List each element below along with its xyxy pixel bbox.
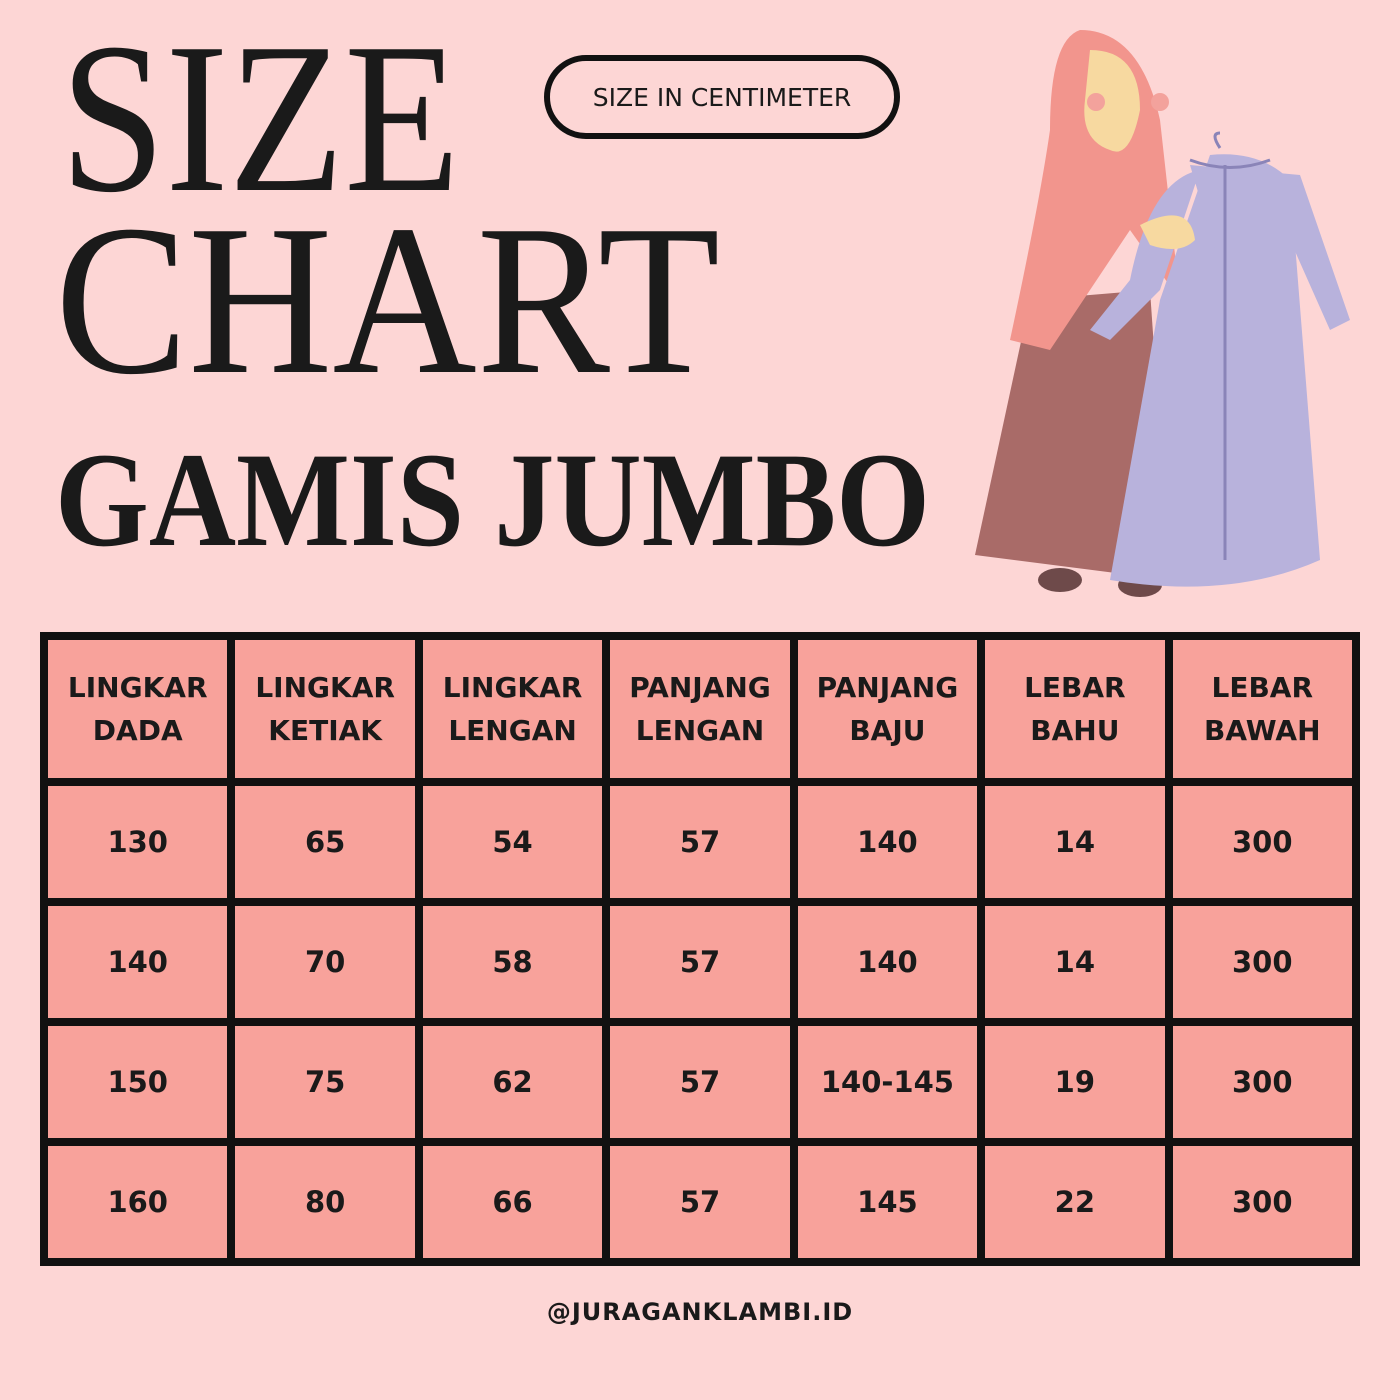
- size-table: LINGKAR DADA LINGKAR KETIAK LINGKAR LENGAN…: [40, 632, 1360, 1266]
- table-cell: 140-145: [797, 1026, 978, 1138]
- header-cell: LEBAR BAHU: [985, 640, 1165, 778]
- table-cell: 66: [422, 1146, 603, 1258]
- table-cell: 145: [797, 1146, 978, 1258]
- header-cell: PANJANG BAJU: [797, 640, 978, 778]
- header-cell: LINGKAR DADA: [48, 640, 228, 778]
- title: SIZE: [60, 0, 460, 237]
- table-cell: 58: [422, 906, 603, 1018]
- badge: SIZE IN CENTIMETER: [593, 83, 852, 112]
- header-cell: LEBAR BAWAH: [1172, 640, 1352, 778]
- title: CHART: [55, 180, 720, 419]
- table-cell: 140: [48, 906, 228, 1018]
- header-cell: LINGKAR LENGAN: [422, 640, 603, 778]
- table-cell: 130: [48, 786, 228, 898]
- table-cell: 22: [985, 1146, 1165, 1258]
- footer: @JURAGANKLAMBI.ID: [546, 1298, 854, 1326]
- table-cell: 14: [985, 786, 1165, 898]
- table-cell: 300: [1172, 906, 1352, 1018]
- table-cell: 57: [610, 1026, 790, 1138]
- header-graphic: SIZE CHART GAMIS JUMBO SIZE IN CENTIMETE…: [55, 0, 1350, 597]
- table-cell: 54: [422, 786, 603, 898]
- table-cell: 65: [235, 786, 415, 898]
- illustration: [975, 30, 1350, 597]
- badge-frame: [544, 55, 900, 139]
- table-cell: 19: [985, 1026, 1165, 1138]
- table-cell: 140: [797, 906, 978, 1018]
- subtitle: GAMIS JUMBO: [55, 426, 930, 575]
- table-cell: 80: [235, 1146, 415, 1258]
- header-cell: LINGKAR KETIAK: [235, 640, 415, 778]
- table-cell: 300: [1172, 1026, 1352, 1138]
- table-cell: 70: [235, 906, 415, 1018]
- table-cell: 62: [422, 1026, 603, 1138]
- table-cell: 57: [610, 906, 790, 1018]
- table-cell: 160: [48, 1146, 228, 1258]
- table-cell: 300: [1172, 786, 1352, 898]
- table-cell: 14: [985, 906, 1165, 1018]
- table-cell: 140: [797, 786, 978, 898]
- table-cell: 300: [1172, 1146, 1352, 1258]
- table-cell: 150: [48, 1026, 228, 1138]
- table-cell: 75: [235, 1026, 415, 1138]
- header-cell: PANJANG LENGAN: [610, 640, 790, 778]
- table-cell: 57: [610, 786, 790, 898]
- table-cell: 57: [610, 1146, 790, 1258]
